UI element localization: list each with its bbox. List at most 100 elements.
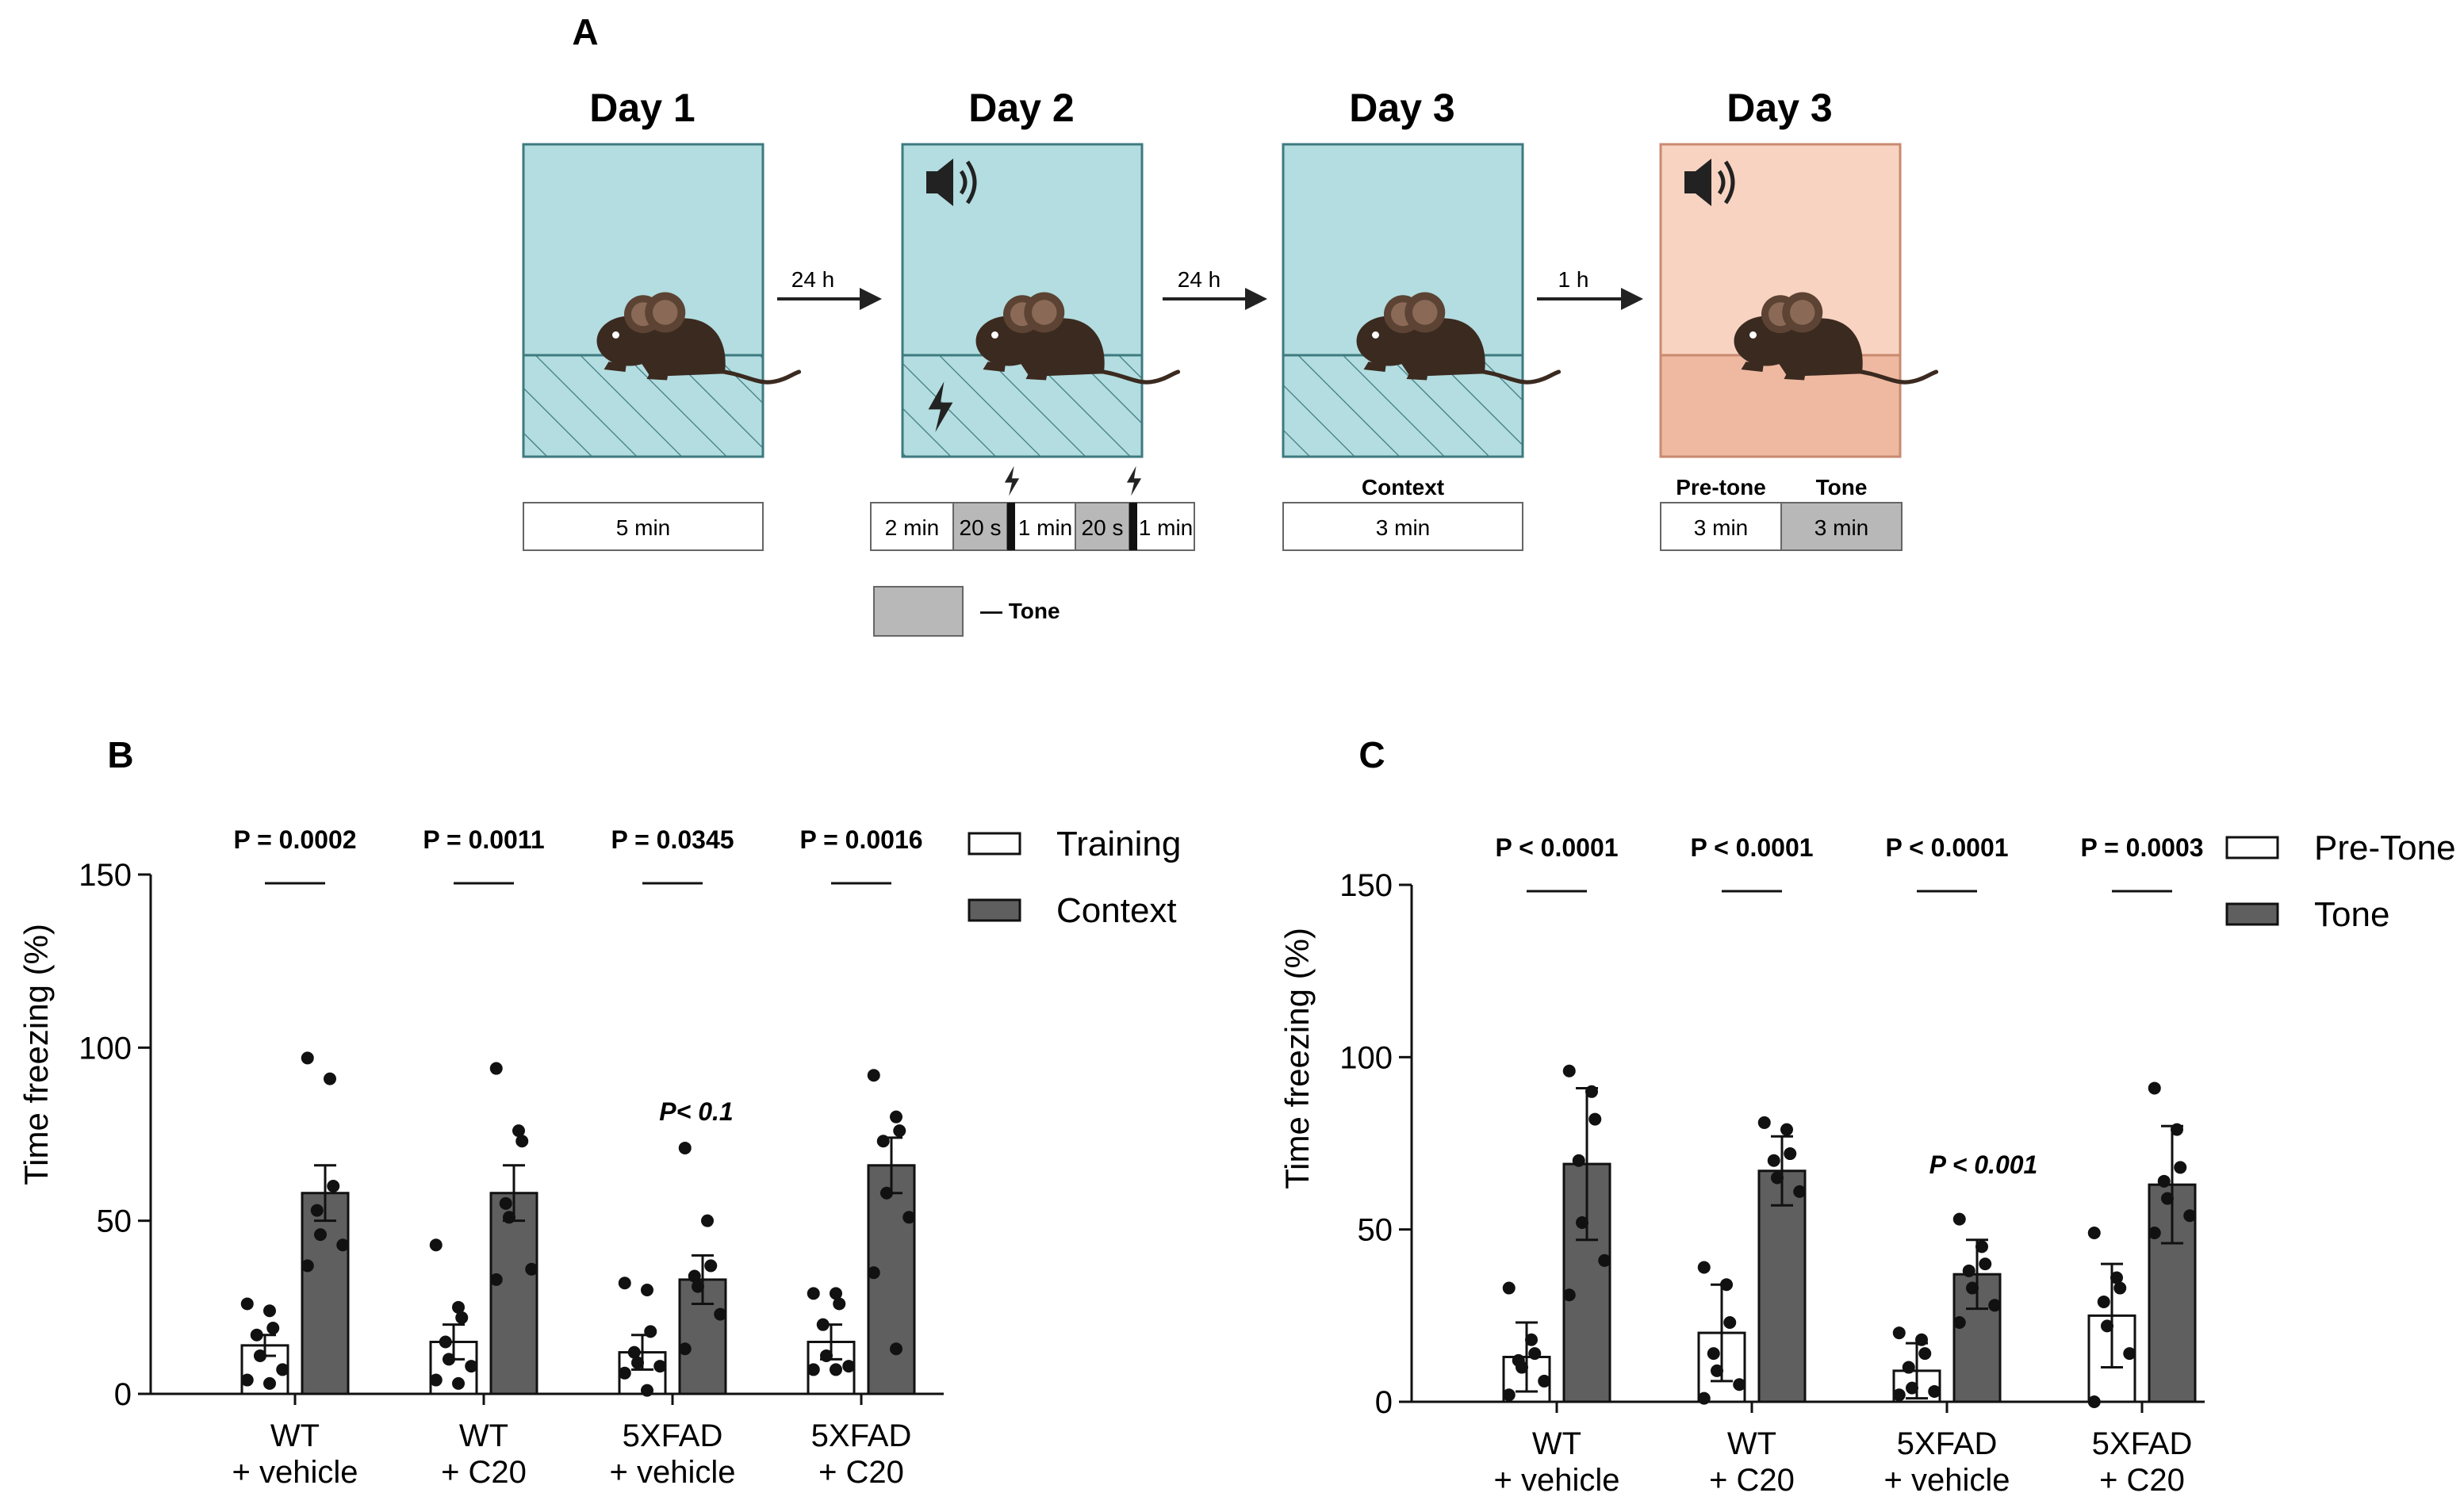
y-tick-label: 0	[1375, 1385, 1393, 1420]
data-point	[301, 1259, 314, 1273]
data-point	[1572, 1154, 1585, 1167]
x-tick-label: + C20	[1709, 1463, 1795, 1498]
context-duration: 3 min	[1376, 515, 1430, 540]
day3-tone-title: Day 3	[1726, 86, 1832, 130]
data-point	[452, 1300, 465, 1314]
chart-c-ylabel: Time freezing (%)	[1278, 928, 1316, 1189]
data-point	[618, 1366, 631, 1380]
day3-context-title: Day 3	[1349, 86, 1454, 130]
legend-label: Tone	[2314, 895, 2389, 934]
data-point	[1562, 1064, 1576, 1078]
annotation-label: P < 0.001	[1929, 1150, 2038, 1179]
data-point	[1988, 1299, 2002, 1312]
day3-context-chamber	[1282, 143, 1559, 458]
data-point	[678, 1342, 692, 1356]
data-point	[830, 1363, 842, 1376]
data-point	[867, 1266, 880, 1280]
arrow-1: 24 h	[777, 267, 882, 310]
data-point	[867, 1069, 880, 1082]
day3-tone-chamber	[1659, 143, 1937, 458]
data-point	[1780, 1123, 1793, 1136]
data-point	[833, 1297, 846, 1311]
legend-label: Pre-Tone	[2314, 829, 2456, 867]
tone-label: Tone	[1816, 475, 1868, 500]
pretone-label: Pre-tone	[1676, 475, 1766, 500]
x-tick-label: + vehicle	[1494, 1463, 1620, 1498]
day2-seg-3: 1 min	[1018, 515, 1072, 540]
data-point	[1525, 1333, 1538, 1346]
day1-chamber	[522, 143, 799, 458]
data-point	[1697, 1261, 1711, 1274]
data-point	[1707, 1347, 1720, 1361]
data-point	[2183, 1209, 2197, 1223]
legend-swatch-tone	[2225, 902, 2279, 926]
data-point	[2123, 1347, 2136, 1361]
data-point	[240, 1373, 254, 1387]
shock-icon	[1004, 465, 1020, 496]
context-label: Context	[1362, 475, 1444, 500]
data-point	[1502, 1281, 1516, 1295]
data-point	[618, 1277, 631, 1290]
data-point	[324, 1072, 336, 1085]
data-point	[1711, 1364, 1723, 1377]
data-point	[452, 1376, 465, 1390]
data-point	[439, 1335, 452, 1349]
data-point	[2148, 1227, 2161, 1240]
data-point	[1952, 1316, 1966, 1330]
data-point	[2101, 1319, 2113, 1333]
x-tick-label: WT	[1727, 1426, 1776, 1461]
data-point	[688, 1269, 701, 1283]
data-point	[1502, 1388, 1516, 1402]
data-point	[631, 1356, 644, 1369]
p-value-label: P = 0.0345	[611, 825, 734, 854]
day1-timeline	[523, 502, 764, 551]
data-point	[314, 1228, 327, 1242]
data-point	[807, 1287, 820, 1300]
tone-legend-swatch	[873, 586, 964, 637]
data-point	[1892, 1388, 1906, 1402]
data-point	[1892, 1326, 1906, 1340]
day2-seg-1: 2 min	[885, 515, 939, 540]
data-point	[2087, 1395, 2101, 1408]
y-tick-label: 150	[79, 858, 132, 893]
arrow-2-label: 24 h	[1178, 267, 1221, 292]
data-point	[1979, 1257, 1992, 1271]
tone-legend-label: — Tone	[980, 599, 1060, 623]
annotation-label: P< 0.1	[659, 1097, 733, 1126]
data-point	[816, 1318, 830, 1331]
data-point	[1528, 1347, 1542, 1361]
data-point	[2113, 1281, 2127, 1295]
data-point	[876, 1135, 890, 1148]
day1-title: Day 1	[589, 86, 695, 130]
arrow-3-label: 1 h	[1558, 267, 1589, 292]
day2-title: Day 2	[968, 86, 1074, 130]
data-point	[1793, 1185, 1807, 1198]
data-point	[1576, 1215, 1588, 1229]
data-point	[2097, 1295, 2110, 1308]
data-point	[2110, 1271, 2123, 1284]
data-point	[1733, 1378, 1746, 1391]
panel-a: A Day 1 Day 2 Day 3 Day 3	[522, 11, 1937, 637]
data-point	[1918, 1347, 1932, 1361]
x-tick-label: + vehicle	[232, 1455, 358, 1490]
data-point	[627, 1345, 641, 1359]
x-tick-label: + vehicle	[610, 1455, 736, 1490]
data-point	[2087, 1227, 2101, 1240]
data-point	[1538, 1374, 1551, 1388]
day3-context-timeline	[1282, 502, 1523, 551]
data-point	[880, 1186, 893, 1200]
y-tick-label: 100	[1339, 1040, 1393, 1075]
arrow-1-label: 24 h	[791, 267, 835, 292]
y-tick-label: 50	[97, 1204, 132, 1239]
bar-context	[301, 1192, 350, 1395]
y-tick-label: 50	[1358, 1213, 1393, 1248]
y-tick-label: 0	[114, 1377, 132, 1412]
x-tick-label: 5XFAD	[2092, 1426, 2193, 1461]
p-value-label: P < 0.0001	[1690, 833, 1813, 862]
data-point	[820, 1349, 833, 1362]
data-point	[1720, 1278, 1733, 1292]
data-point	[515, 1135, 529, 1148]
